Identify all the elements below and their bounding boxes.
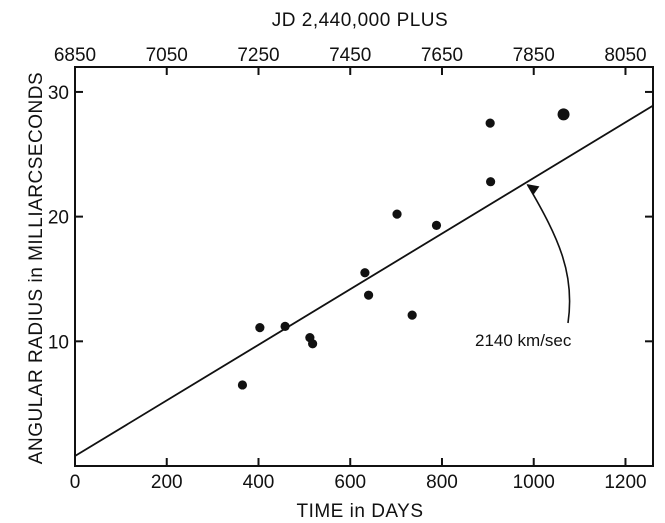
- data-point-10: [485, 118, 495, 128]
- tick-labels: 0 200 400 600 800 1000 1200 6850 7050 7250 7450 765…: [48, 45, 647, 493]
- data-point-7: [392, 209, 402, 219]
- data-point-2: [280, 321, 290, 331]
- top-tick-label-3: 7450: [329, 45, 371, 66]
- annotation-arrowhead: [526, 184, 540, 195]
- fit-line: [74, 104, 654, 457]
- top-axis-title: JD 2,440,000 PLUS: [272, 10, 448, 31]
- data-point-5: [360, 268, 370, 278]
- top-tick-label-6: 8050: [604, 45, 646, 66]
- annotation-arrow: [526, 184, 571, 324]
- plot-border: [74, 66, 654, 467]
- annotations: 2140 km/sec: [475, 184, 572, 350]
- plot-frame: [74, 66, 654, 467]
- top-tick-label-1: 7050: [146, 45, 188, 66]
- x-tick-label-1: 200: [151, 472, 183, 493]
- data-point-4: [308, 339, 318, 349]
- data-point-12: [557, 108, 570, 121]
- x-tick-label-3: 600: [334, 472, 366, 493]
- y-tick-label-0: 10: [48, 332, 69, 353]
- data-series: [74, 104, 654, 457]
- x-tick-label-6: 1200: [604, 472, 646, 493]
- axis-ticks: [74, 67, 653, 466]
- x-tick-label-4: 800: [426, 472, 458, 493]
- velocity-annotation: 2140 km/sec: [475, 331, 572, 350]
- data-point-0: [237, 380, 248, 390]
- y-axis-title: ANGULAR RADIUS in MILLIARCSECONDS: [26, 72, 47, 464]
- top-tick-label-0: 6850: [54, 45, 96, 66]
- data-point-11: [486, 177, 496, 187]
- x-tick-label-0: 0: [70, 472, 81, 493]
- data-point-8: [407, 310, 417, 320]
- data-point-9: [431, 220, 442, 230]
- top-tick-label-2: 7250: [237, 45, 279, 66]
- y-tick-label-1: 20: [48, 208, 69, 229]
- data-point-6: [363, 290, 374, 300]
- x-tick-label-5: 1000: [513, 472, 555, 493]
- top-tick-label-5: 7850: [513, 45, 555, 66]
- x-tick-label-2: 400: [243, 472, 275, 493]
- data-point-1: [255, 322, 265, 333]
- top-tick-label-4: 7650: [421, 45, 463, 66]
- y-tick-label-2: 30: [48, 83, 69, 104]
- x-axis-title: TIME in DAYS: [296, 501, 423, 522]
